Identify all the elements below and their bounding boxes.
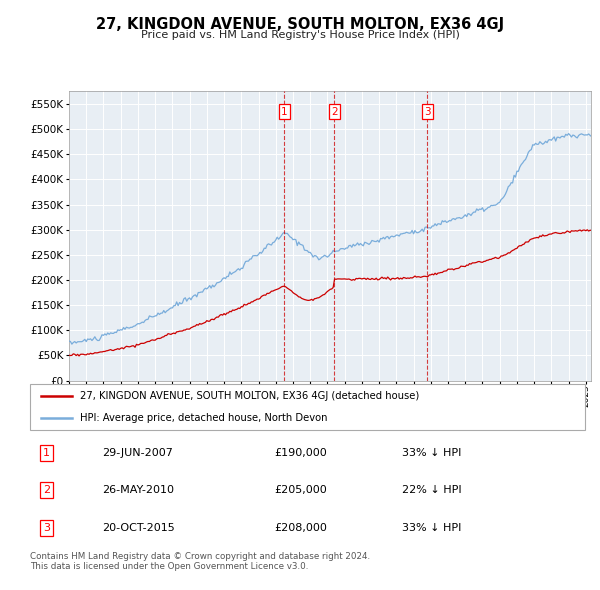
Text: £190,000: £190,000 [274, 448, 327, 458]
Text: 27, KINGDON AVENUE, SOUTH MOLTON, EX36 4GJ (detached house): 27, KINGDON AVENUE, SOUTH MOLTON, EX36 4… [80, 391, 419, 401]
Text: 1: 1 [281, 107, 287, 117]
Text: 2: 2 [43, 485, 50, 495]
FancyBboxPatch shape [30, 384, 585, 430]
Text: 33% ↓ HPI: 33% ↓ HPI [402, 523, 461, 533]
Text: £208,000: £208,000 [274, 523, 327, 533]
Text: £205,000: £205,000 [274, 485, 327, 495]
Text: 27, KINGDON AVENUE, SOUTH MOLTON, EX36 4GJ: 27, KINGDON AVENUE, SOUTH MOLTON, EX36 4… [96, 17, 504, 31]
Text: Price paid vs. HM Land Registry's House Price Index (HPI): Price paid vs. HM Land Registry's House … [140, 30, 460, 40]
Text: HPI: Average price, detached house, North Devon: HPI: Average price, detached house, Nort… [80, 413, 328, 423]
Text: 2: 2 [331, 107, 338, 117]
Text: 20-OCT-2015: 20-OCT-2015 [102, 523, 175, 533]
Text: 29-JUN-2007: 29-JUN-2007 [102, 448, 173, 458]
Text: 1: 1 [43, 448, 50, 458]
Text: 22% ↓ HPI: 22% ↓ HPI [402, 485, 461, 495]
Text: Contains HM Land Registry data © Crown copyright and database right 2024.
This d: Contains HM Land Registry data © Crown c… [30, 552, 370, 571]
Text: 3: 3 [43, 523, 50, 533]
Text: 33% ↓ HPI: 33% ↓ HPI [402, 448, 461, 458]
Text: 26-MAY-2010: 26-MAY-2010 [102, 485, 174, 495]
Text: 3: 3 [424, 107, 431, 117]
